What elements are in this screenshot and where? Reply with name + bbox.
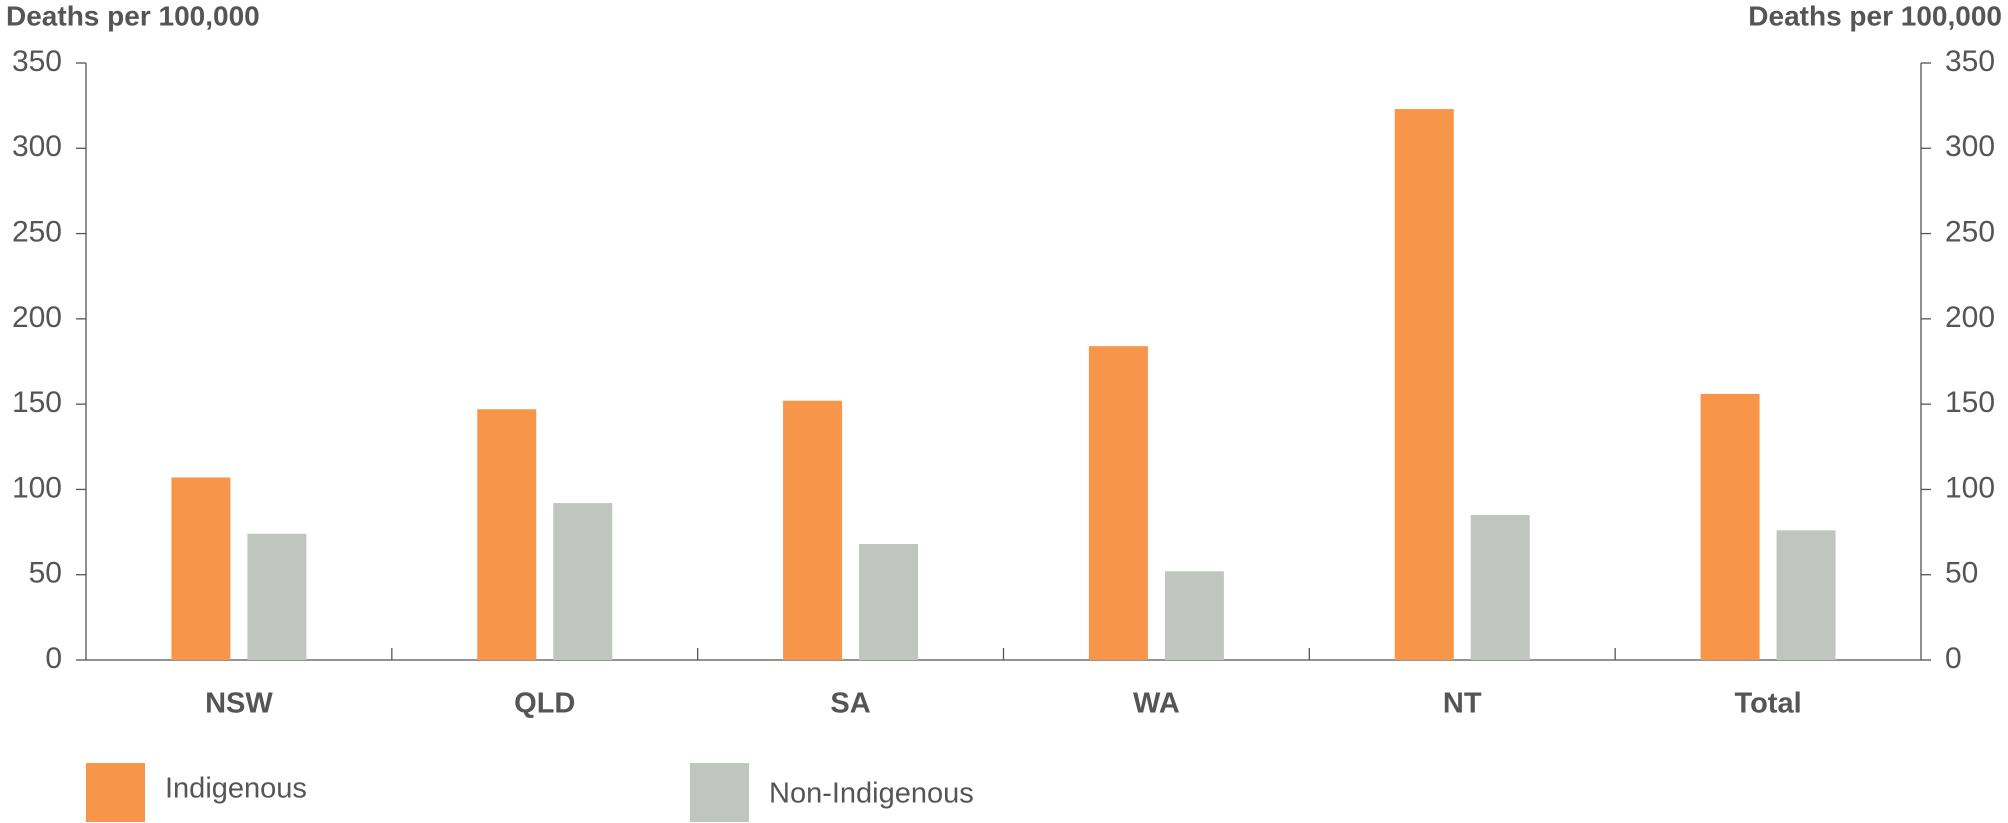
x-tick-label: QLD <box>514 688 575 720</box>
y2-tick-label: 100 <box>1945 471 1995 504</box>
y-tick-label: 50 <box>29 557 62 590</box>
y2-tick-label: 0 <box>1945 642 1962 675</box>
bar <box>477 409 537 660</box>
y2-tick-label: 350 <box>1945 45 1995 78</box>
bar <box>1088 346 1148 660</box>
x-tick-label: Total <box>1735 688 1802 720</box>
y-tick-label: 250 <box>12 215 62 248</box>
bar <box>553 503 613 660</box>
y-tick-label: 300 <box>12 130 62 163</box>
y-tick-label: 200 <box>12 301 62 334</box>
bar <box>1164 571 1224 660</box>
y2-tick-label: 300 <box>1945 130 1995 163</box>
bar <box>1776 530 1836 660</box>
legend-label: Non-Indigenous <box>769 778 974 810</box>
y2-tick-label: 250 <box>1945 215 1995 248</box>
y2-tick-label: 50 <box>1945 557 1978 590</box>
y2-axis-label: Deaths per 100,000 <box>1748 0 2002 31</box>
bar <box>1470 515 1530 660</box>
y-tick-label: 0 <box>45 642 62 675</box>
bar <box>859 544 919 660</box>
x-tick-label: NT <box>1443 688 1482 720</box>
bar <box>171 477 231 660</box>
x-tick-label: NSW <box>205 688 273 720</box>
bar <box>783 400 843 660</box>
y-tick-label: 150 <box>12 386 62 419</box>
legend-swatch <box>86 763 145 822</box>
y-axis-label: Deaths per 100,000 <box>6 0 260 31</box>
y2-tick-label: 200 <box>1945 301 1995 334</box>
x-tick-label: SA <box>830 688 870 720</box>
x-tick-label: WA <box>1133 688 1180 720</box>
legend-label: Indigenous <box>165 773 307 805</box>
y2-tick-label: 150 <box>1945 386 1995 419</box>
legend-swatch <box>690 763 749 822</box>
y-tick-label: 100 <box>12 471 62 504</box>
bar <box>1394 109 1454 661</box>
bar <box>1700 393 1760 660</box>
y-tick-label: 350 <box>12 45 62 78</box>
bar <box>247 533 307 660</box>
